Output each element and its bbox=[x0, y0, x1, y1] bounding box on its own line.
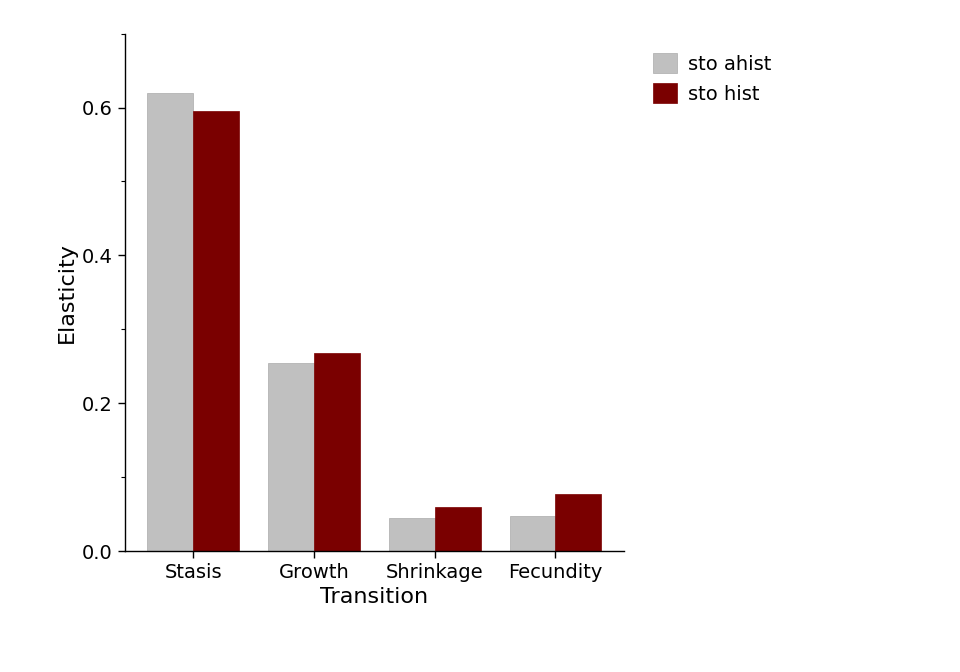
Bar bbox=[510, 515, 556, 551]
Bar bbox=[148, 93, 193, 551]
X-axis label: Transition: Transition bbox=[321, 587, 428, 607]
Bar bbox=[193, 112, 239, 551]
Y-axis label: Elasticity: Elasticity bbox=[57, 242, 77, 343]
Bar bbox=[314, 353, 360, 551]
Legend: sto ahist, sto hist: sto ahist, sto hist bbox=[644, 43, 781, 114]
Bar bbox=[389, 518, 435, 551]
Bar bbox=[268, 363, 314, 551]
Bar bbox=[435, 507, 481, 551]
Bar bbox=[556, 494, 601, 551]
